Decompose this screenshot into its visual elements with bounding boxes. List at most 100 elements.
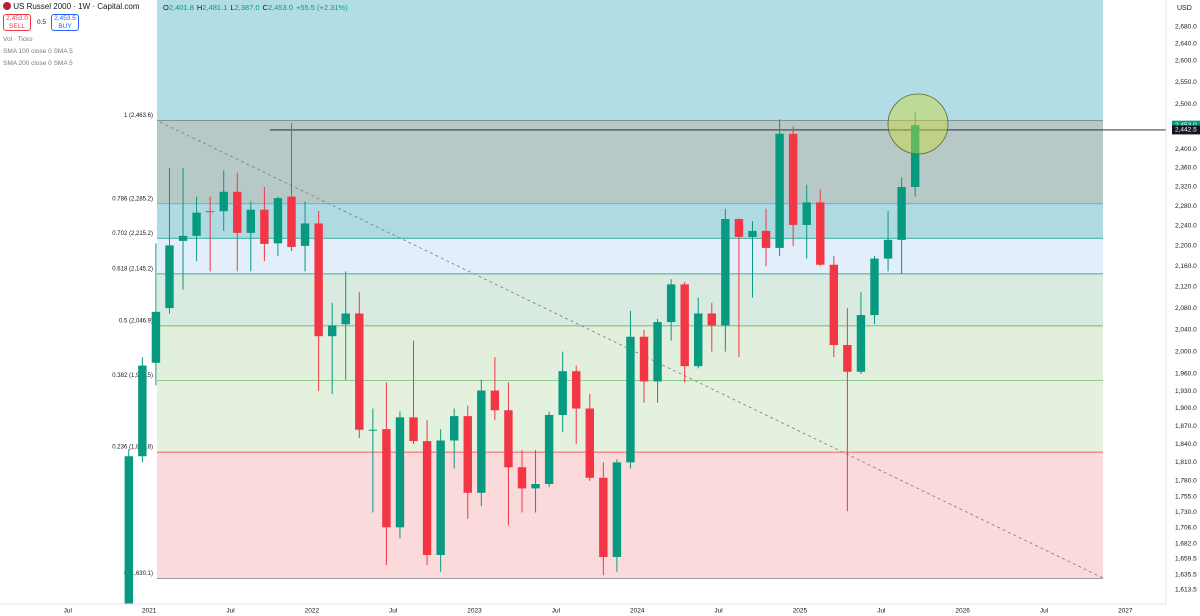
candle-body bbox=[395, 417, 405, 528]
buy-price: 2,453.5 bbox=[54, 15, 76, 22]
candle-body bbox=[355, 313, 364, 430]
y-tick-label: 2,320.0 bbox=[1175, 184, 1197, 191]
ohlc-value: 2,453.0 bbox=[267, 3, 293, 12]
candle-body bbox=[490, 390, 500, 411]
candle-body bbox=[558, 371, 567, 415]
candle-body bbox=[287, 196, 296, 247]
indicator: SMA 200 close 0 SMA 5 bbox=[3, 60, 73, 67]
fib-level-label: 0.786 (2,285.2) bbox=[112, 196, 153, 202]
candle-body bbox=[816, 202, 825, 265]
candle-body bbox=[327, 325, 337, 337]
candle-body bbox=[300, 223, 310, 246]
candle-body bbox=[124, 456, 134, 604]
indicator: SMA 100 close 0 SMA 5 bbox=[3, 48, 73, 55]
candle-body bbox=[639, 336, 649, 382]
candle-body bbox=[802, 202, 811, 225]
y-tick-label: 1,682.0 bbox=[1175, 540, 1197, 547]
buy-button[interactable]: 2,453.5 BUY bbox=[51, 14, 79, 31]
candle-body bbox=[585, 408, 594, 478]
y-tick-label: 1,780.0 bbox=[1175, 478, 1197, 485]
candle-body bbox=[829, 264, 839, 345]
candle-body bbox=[138, 365, 147, 457]
y-tick-label: 1,613.5 bbox=[1175, 587, 1197, 594]
y-tick-label: 2,280.0 bbox=[1175, 203, 1197, 210]
y-tick-label: 1,659.5 bbox=[1175, 555, 1197, 562]
x-tick-label: 2021 bbox=[142, 608, 157, 615]
candle-body bbox=[721, 219, 730, 326]
candle-body bbox=[314, 223, 323, 337]
y-tick-label: 2,600.0 bbox=[1175, 57, 1197, 64]
y-tick-label: 2,120.0 bbox=[1175, 284, 1197, 291]
candle-body bbox=[544, 414, 554, 485]
flag-icon bbox=[3, 2, 11, 10]
y-tick-label: 1,960.0 bbox=[1175, 371, 1197, 378]
x-tick-label: Jul bbox=[552, 608, 561, 615]
last-price-label: 2,453.0 bbox=[1175, 122, 1197, 129]
sell-label: SELL bbox=[9, 23, 25, 30]
candle-body bbox=[260, 209, 269, 244]
fib-zone bbox=[157, 120, 1103, 204]
horizontal-line-label: 2,442.5 bbox=[1175, 127, 1197, 134]
candle-body bbox=[382, 429, 391, 528]
ohlc-label: O bbox=[163, 3, 169, 12]
y-tick-label: 2,240.0 bbox=[1175, 223, 1197, 230]
candle-body bbox=[368, 429, 378, 431]
candle-body bbox=[910, 125, 920, 187]
spread: 0.5 bbox=[37, 19, 47, 26]
candle-body bbox=[422, 441, 432, 555]
candle-body bbox=[775, 133, 784, 248]
fib-level-label: 0.5 (2,046.9) bbox=[119, 318, 153, 324]
candle-body bbox=[178, 235, 188, 241]
y-tick-label: 2,040.0 bbox=[1175, 326, 1197, 333]
y-tick-label: 1,840.0 bbox=[1175, 441, 1197, 448]
ohlc-label: L bbox=[230, 3, 235, 12]
candle-body bbox=[883, 239, 893, 259]
ohlc-change: +55.5 (+2.31%) bbox=[295, 3, 348, 12]
indicator: Vol · Ticks bbox=[3, 36, 33, 43]
sell-price: 2,453.0 bbox=[6, 15, 28, 22]
ohlc-value: 2,401.8 bbox=[168, 3, 194, 12]
candle-body bbox=[761, 230, 771, 248]
candle-body bbox=[449, 416, 459, 441]
candle-body bbox=[748, 230, 757, 237]
x-tick-label: Jul bbox=[389, 608, 398, 615]
x-tick-label: 2025 bbox=[793, 608, 808, 615]
x-tick-label: Jul bbox=[877, 608, 886, 615]
fib-level-label: 0.382 (1,948.5) bbox=[112, 373, 153, 379]
candle-body bbox=[707, 313, 717, 326]
fib-level-label: 0.618 (2,145.2) bbox=[112, 266, 153, 272]
ohlc-legend: O2,401.8 H2,481.1 L2,387.0 C2,453.0 +55.5 (+… bbox=[163, 3, 348, 12]
fib-level-label: 0.236 (1,826.8) bbox=[112, 445, 153, 451]
symbol-bar: US Russel 2000 · 1W · Capital.com bbox=[3, 2, 140, 11]
ohlc-value: 2,481.1 bbox=[202, 3, 228, 12]
x-tick-label: Jul bbox=[64, 608, 73, 615]
y-tick-label: 1,706.0 bbox=[1175, 525, 1197, 532]
candle-body bbox=[572, 371, 581, 409]
candle-body bbox=[219, 191, 228, 212]
candle-body bbox=[477, 390, 486, 493]
candle-body bbox=[694, 313, 703, 367]
y-tick-label: 1,635.5 bbox=[1175, 572, 1197, 579]
sell-button[interactable]: 2,453.0 SELL bbox=[3, 14, 31, 31]
last-price-box bbox=[1172, 120, 1200, 130]
y-tick-label: 1,730.0 bbox=[1175, 509, 1197, 516]
y-tick-label: 1,755.0 bbox=[1175, 493, 1197, 500]
y-tick-label: 2,360.0 bbox=[1175, 165, 1197, 172]
ohlc-label: H bbox=[196, 3, 203, 12]
candle-body bbox=[626, 336, 635, 463]
x-tick-label: 2027 bbox=[1118, 608, 1133, 615]
candle-body bbox=[504, 410, 513, 468]
y-tick-label: 2,680.0 bbox=[1175, 24, 1197, 31]
ohlc-label: C bbox=[262, 3, 268, 12]
candle-body bbox=[205, 211, 215, 213]
y-tick-label: 1,900.0 bbox=[1175, 405, 1197, 412]
candle-body bbox=[734, 219, 744, 237]
candle-body bbox=[273, 198, 283, 244]
candle-body bbox=[409, 417, 418, 442]
x-tick-label: Jul bbox=[714, 608, 723, 615]
y-tick-label: 2,160.0 bbox=[1175, 263, 1197, 270]
candle-body bbox=[599, 477, 608, 557]
candle-body bbox=[843, 344, 852, 372]
candle-body bbox=[870, 258, 879, 316]
